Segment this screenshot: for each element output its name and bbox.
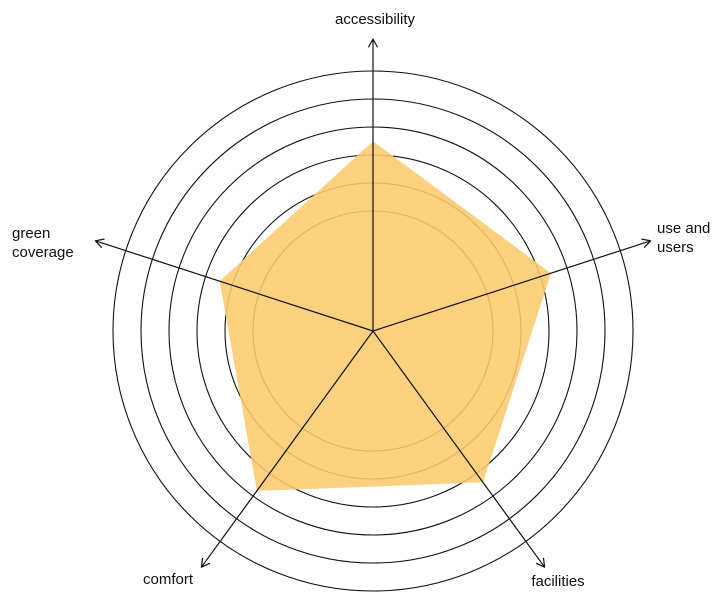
series-layer [219, 141, 551, 491]
axis-label-comfort: comfort [143, 571, 194, 588]
series-polygon-1 [219, 141, 551, 491]
axis-line-green-coverage [95, 240, 374, 332]
axis-label-accessibility: accessibility [335, 11, 416, 28]
axis-arrow-facilities [535, 557, 546, 568]
axis-label-line: comfort [143, 571, 194, 588]
axis-label-line: green [12, 225, 50, 242]
axis-label-line: coverage [12, 244, 74, 261]
axis-label-line: accessibility [335, 11, 416, 28]
axis-arrow-comfort [200, 557, 211, 568]
axes-layer [94, 38, 652, 568]
axis-label-green-coverage: green coverage [12, 225, 74, 261]
axis-label-line: facilities [531, 573, 584, 590]
axis-label-use-and-users: use and users [657, 220, 710, 256]
axis-arrow-use-and-users [641, 238, 652, 248]
axis-arrow-green-coverage [94, 238, 105, 248]
axis-line-use-and-users [372, 240, 651, 332]
axis-label-facilities: facilities [531, 573, 584, 590]
axis-labels: accessibility use and users facilities comfo… [12, 11, 710, 590]
axis-line-comfort [200, 330, 374, 568]
axis-label-line: users [657, 239, 694, 256]
axis-label-line: use and [657, 220, 710, 237]
axis-arrow-accessibility [368, 38, 378, 48]
axis-line-facilities [372, 330, 546, 568]
